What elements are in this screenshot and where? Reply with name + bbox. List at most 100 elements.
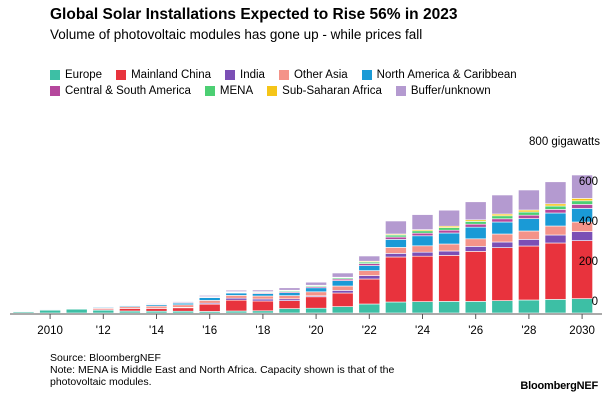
legend-swatch-north-america (361, 70, 372, 80)
bar-2018-north-america-caribbean (252, 293, 274, 297)
bar-2024-buffer-unknown (411, 214, 434, 230)
bar-2029-buffer-unknown (544, 181, 567, 205)
bar-2021-mainland-china (331, 292, 354, 307)
chart-subtitle: Volume of photovoltaic modules has gone … (50, 27, 423, 42)
legend-row-2: Central & South America MENA Sub-Saharan… (50, 83, 590, 99)
legend-label-central-south-america: Central & South America (65, 84, 191, 97)
legend-item-north-america: North America & Caribbean (361, 67, 517, 83)
bar-2027-north-america-caribbean (491, 221, 514, 235)
bar-2019-north-america-caribbean (278, 292, 301, 296)
bar-2030-mena (571, 200, 593, 205)
bar-2025-india (438, 250, 460, 256)
bar-2021-other-asia (331, 285, 354, 291)
bar-2023-central-south-america (385, 236, 407, 240)
chart-title: Global Solar Installations Expected to R… (50, 6, 458, 23)
x-tick-label-2030: 2030 (569, 325, 595, 337)
bar-2019-mainland-china (278, 300, 301, 309)
bar-2022-buffer-unknown (358, 255, 381, 262)
legend-swatch-other-asia (278, 70, 289, 80)
legend-item-sub-saharan-africa: Sub-Saharan Africa (267, 83, 382, 99)
bar-2030-central-south-america (571, 204, 593, 209)
bar-2014-mainland-china (145, 308, 168, 312)
legend-label-sub-saharan-africa: Sub-Saharan Africa (282, 84, 382, 97)
bar-2020-europe (305, 307, 327, 314)
bar-2023-other-asia (385, 247, 407, 254)
bar-2013-buffer-unknown (119, 304, 141, 306)
bar-2029-mainland-china (544, 242, 567, 300)
source-note: Source: BloombergNEF (50, 352, 161, 364)
bars-group (12, 174, 593, 314)
bar-2016-other-asia (198, 300, 221, 304)
bar-2030-india (571, 231, 593, 241)
bar-2028-europe (518, 299, 540, 314)
bar-2024-north-america-caribbean (411, 235, 434, 247)
bar-2026-mainland-china (464, 251, 487, 302)
bar-2027-europe (491, 300, 514, 314)
legend-label-north-america: North America & Caribbean (376, 68, 517, 81)
bar-2030-buffer-unknown (571, 174, 593, 199)
bar-2018-other-asia (252, 295, 274, 300)
bar-2012-europe (92, 309, 115, 314)
bar-2022-europe (358, 303, 381, 314)
bar-2025-europe (438, 301, 460, 314)
bar-2014-buffer-unknown (145, 303, 168, 305)
bar-2030-sub-saharan-africa (571, 198, 593, 202)
bar-2028-buffer-unknown (518, 189, 540, 211)
legend-swatch-europe (50, 70, 60, 80)
bar-2019-europe (278, 308, 301, 314)
bar-2017-other-asia (225, 295, 248, 299)
bar-2022-mainland-china (358, 278, 381, 305)
legend-label-other-asia: Other Asia (293, 68, 348, 81)
bar-2021-europe (331, 306, 354, 314)
legend-swatch-mena (204, 86, 215, 96)
y-tick-label-600: 600 (579, 176, 598, 188)
bar-2025-mainland-china (438, 255, 460, 302)
legend-item-europe: Europe (50, 67, 102, 83)
x-tick-label-2014: '14 (149, 325, 165, 337)
bar-2027-india (491, 241, 514, 248)
x-axis-ticks: 2010 '12 '14 '16 '18 '20 '22 '24 '26 '28 2030 (37, 314, 595, 337)
x-tick-label-2018: '18 (255, 325, 270, 337)
bar-2020-mainland-china (305, 296, 327, 309)
legend-swatch-sub-saharan-africa (267, 86, 278, 96)
bar-2026-mena (464, 221, 487, 225)
bar-2024-central-south-america (411, 232, 434, 237)
bar-2021-buffer-unknown (331, 272, 354, 278)
bar-2029-other-asia (544, 225, 567, 236)
bar-2028-other-asia (518, 230, 540, 240)
x-tick-label-2022: '22 (362, 325, 377, 337)
bar-2026-buffer-unknown (464, 201, 487, 221)
bar-2023-europe (385, 301, 407, 314)
legend-label-buffer-unknown: Buffer/unknown (410, 84, 491, 97)
bar-2029-india (544, 234, 567, 244)
bar-2017-north-america-caribbean (225, 292, 248, 296)
bar-2023-buffer-unknown (385, 220, 407, 235)
bar-2015-mainland-china (172, 307, 194, 312)
bar-2026-europe (464, 301, 487, 314)
bar-2017-india (225, 297, 248, 301)
bar-2025-north-america-caribbean (438, 232, 460, 245)
bar-2028-mena (518, 211, 540, 216)
bar-2020-buffer-unknown (305, 281, 327, 286)
bar-2023-mena (385, 234, 407, 238)
bar-2029-sub-saharan-africa (544, 203, 567, 207)
bar-2030-mainland-china (571, 240, 593, 299)
bar-2025-other-asia (438, 243, 460, 252)
x-tick-label-2016: '16 (202, 325, 217, 337)
bar-2028-north-america-caribbean (518, 218, 540, 232)
legend-swatch-buffer-unknown (395, 86, 406, 96)
bar-2024-mainland-china (411, 255, 434, 302)
bar-2013-mainland-china (119, 308, 141, 312)
bar-2024-mena (411, 230, 434, 234)
bar-2029-europe (544, 299, 567, 314)
bar-2027-mainland-china (491, 247, 514, 301)
bar-2020-other-asia (305, 291, 327, 297)
y-tick-label-800: 800 gigawatts (529, 136, 600, 148)
bar-2028-mainland-china (518, 245, 540, 301)
y-tick-label-0: 0 (592, 296, 598, 308)
bar-2015-other-asia (172, 304, 194, 308)
y-tick-label-200: 200 (579, 256, 598, 268)
bar-2018-buffer-unknown (252, 289, 274, 292)
y-axis-ticks: 0 200 400 600 800 gigawatts (529, 136, 600, 308)
